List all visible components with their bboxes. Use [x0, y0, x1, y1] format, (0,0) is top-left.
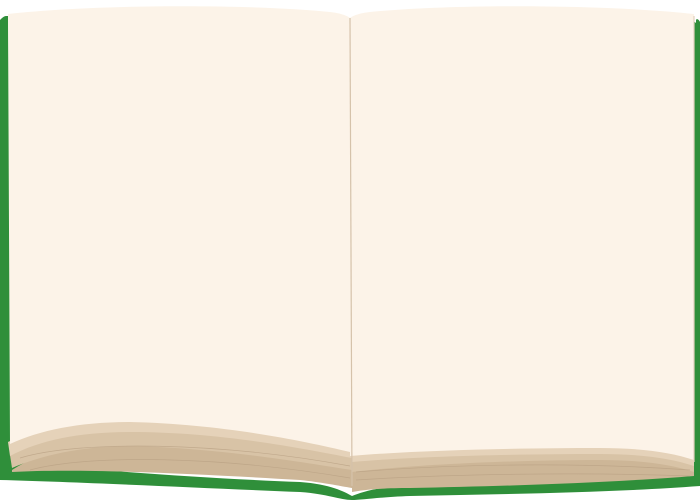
left-page: [8, 6, 350, 452]
right-page: [350, 6, 694, 460]
page-edge-lines: [19, 445, 691, 481]
left-page-stack-mid: [10, 428, 352, 470]
right-page-stack-light: [352, 446, 694, 466]
right-page-stack-dark: [352, 458, 694, 492]
right-page-stack-mid: [352, 452, 694, 472]
left-page-stack-light: [8, 420, 352, 458]
gutter-line: [349, 17, 353, 487]
